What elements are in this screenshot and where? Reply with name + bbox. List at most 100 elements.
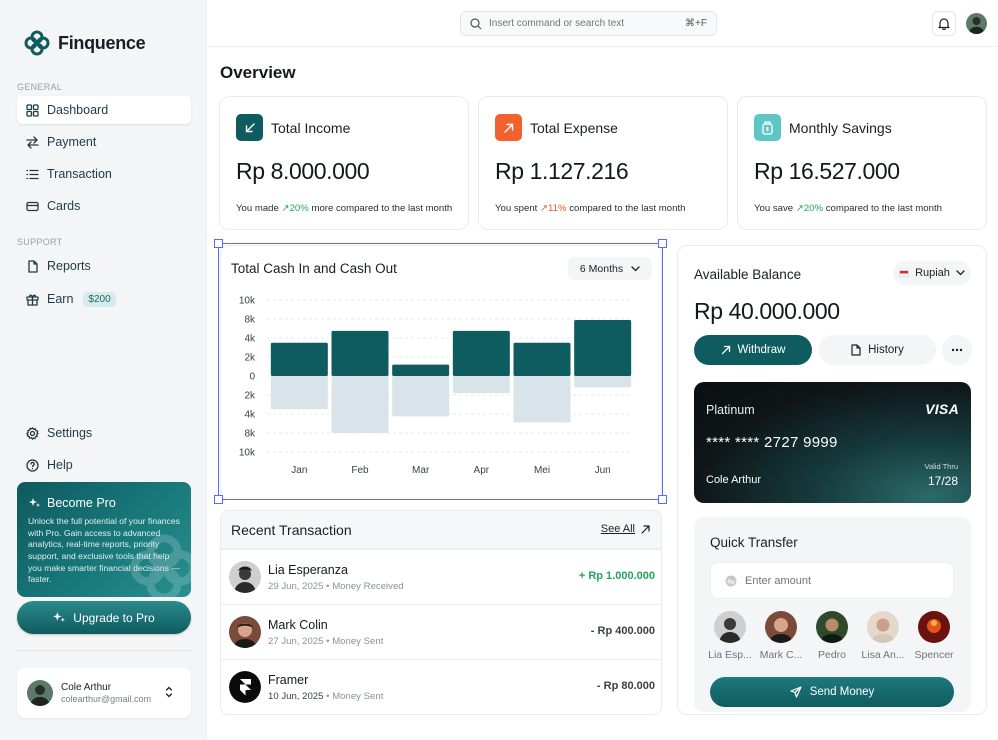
stat-card-total-expense: Total Expense Rp 1.127.216 You spent ↗11… xyxy=(478,96,728,230)
bar-cash-out xyxy=(392,376,450,417)
transaction-amount: - Rp 80.000 xyxy=(596,680,655,692)
trend-up-icon: ↗ xyxy=(795,203,804,214)
currency-select[interactable]: Rupiah xyxy=(893,261,971,285)
sidebar-item-cards[interactable]: Cards xyxy=(17,192,191,220)
avatar xyxy=(27,680,53,706)
recent-transactions-card: Recent Transaction See All Lia Esperanza… xyxy=(220,510,662,715)
chart-title: Total Cash In and Cash Out xyxy=(231,261,397,276)
sidebar-item-label: Reports xyxy=(47,259,91,273)
earn-badge: $200 xyxy=(83,291,116,307)
sidebar-item-payment[interactable]: Payment xyxy=(17,128,191,156)
transaction-amount: - Rp 400.000 xyxy=(590,625,655,637)
sidebar-item-settings[interactable]: Settings xyxy=(17,419,191,447)
y-tick-label: 0 xyxy=(249,372,255,383)
sidebar-item-help[interactable]: Help xyxy=(17,451,191,479)
sidebar-item-earn[interactable]: Earn $200 xyxy=(17,285,191,313)
trend-up-icon: ↗ xyxy=(540,203,549,214)
avatar xyxy=(765,611,797,643)
arrow-up-right-icon xyxy=(641,524,650,534)
contact-item[interactable]: Mark C... xyxy=(756,611,806,661)
period-select[interactable]: 6 Months xyxy=(568,257,652,280)
sidebar-item-label: Dashboard xyxy=(47,103,109,117)
avatar xyxy=(229,616,261,648)
command-search[interactable]: ⌘+F xyxy=(460,11,717,36)
sidebar-divider xyxy=(17,650,191,651)
table-row[interactable]: Framer 10 Jun, 2025 • Money Sent - Rp 80… xyxy=(221,659,661,714)
more-options-button[interactable] xyxy=(942,335,972,365)
avatar xyxy=(867,611,899,643)
stat-card-total-income: Total Income Rp 8.000.000 You made ↗20% … xyxy=(219,96,469,230)
bar-cash-out xyxy=(513,376,571,423)
card-holder: Cole Arthur xyxy=(706,474,762,486)
stat-change: 11% xyxy=(548,203,567,214)
balance-value: Rp 40.000.000 xyxy=(694,298,840,324)
sidebar-item-label: Help xyxy=(47,458,73,472)
card-tier: Platinum xyxy=(706,403,755,417)
chevron-up-down-icon xyxy=(165,686,173,698)
promo-decoration-icon xyxy=(130,534,191,597)
sidebar-item-dashboard[interactable]: Dashboard xyxy=(17,96,191,124)
contact-item[interactable]: Lisa An... xyxy=(858,611,908,661)
avatar xyxy=(816,611,848,643)
table-row[interactable]: Lia Esperanza 29 Jun, 2025 • Money Recei… xyxy=(221,549,661,604)
balance-label: Available Balance xyxy=(694,267,802,282)
gift-icon xyxy=(26,293,39,306)
arrow-down-left-icon xyxy=(245,122,255,132)
search-input[interactable] xyxy=(489,18,659,29)
pro-promo-card: Become Pro Unlock the full potential of … xyxy=(17,482,191,597)
y-tick-label: 4k xyxy=(244,334,256,345)
withdraw-button[interactable]: Withdraw xyxy=(694,335,812,365)
top-avatar[interactable] xyxy=(966,13,987,34)
user-profile-switcher[interactable]: Cole Arthur colearthur@gmail.com xyxy=(17,668,191,718)
contact-item[interactable]: Pedro xyxy=(807,611,857,661)
user-name: Cole Arthur xyxy=(61,682,112,693)
chevron-down-icon xyxy=(631,265,640,271)
logo[interactable]: Finquence xyxy=(24,30,146,56)
bar-cash-out xyxy=(452,376,510,394)
stat-card-monthly-savings: Monthly Savings Rp 16.527.000 You save ↗… xyxy=(737,96,987,230)
amount-field[interactable]: Rp xyxy=(710,562,954,599)
gear-icon xyxy=(26,426,39,440)
file-icon xyxy=(28,259,38,273)
x-tick-label: Mei xyxy=(534,465,550,476)
promo-title: Become Pro xyxy=(29,496,116,510)
send-money-button[interactable]: Send Money xyxy=(710,677,954,707)
quick-transfer-card: Quick Transfer Rp Lia Esp... Mark C... P… xyxy=(694,517,971,712)
chevron-down-icon xyxy=(956,270,965,276)
user-email: colearthur@gmail.com xyxy=(61,694,152,704)
see-all-link[interactable]: See All xyxy=(601,523,650,535)
sparkle-icon xyxy=(53,612,66,622)
sidebar-item-transaction[interactable]: Transaction xyxy=(17,160,191,188)
stat-change: 20% xyxy=(289,203,309,214)
framer-logo-icon xyxy=(229,671,261,703)
amount-input[interactable] xyxy=(745,574,935,587)
savings-jar-icon xyxy=(762,120,773,135)
sidebar-item-reports[interactable]: Reports xyxy=(17,252,191,280)
card-number: **** **** 2727 9999 xyxy=(706,434,838,451)
contact-item[interactable]: Lia Esp... xyxy=(705,611,755,661)
bell-icon xyxy=(938,18,950,30)
table-row[interactable]: Mark Colin 27 Jun, 2025 • Money Sent - R… xyxy=(221,604,661,659)
arrows-swap-icon xyxy=(26,135,39,149)
history-button[interactable]: History xyxy=(819,335,936,365)
sidebar-item-label: Transaction xyxy=(47,167,112,181)
x-tick-label: Jan xyxy=(291,465,307,476)
avatar xyxy=(714,611,746,643)
page-title: Overview xyxy=(220,63,296,82)
sidebar: Finquence GENERAL Dashboard Payment Tran… xyxy=(0,0,207,740)
bar-cash-in xyxy=(331,330,389,376)
bar-cash-in xyxy=(574,319,632,376)
upgrade-to-pro-button[interactable]: Upgrade to Pro xyxy=(17,601,191,634)
notifications-button[interactable] xyxy=(932,11,956,36)
contact-item[interactable]: Spencer xyxy=(909,611,959,661)
cash-flow-chart-card: Total Cash In and Cash Out 6 Months 10k 8… xyxy=(220,245,662,500)
arrow-up-right-icon xyxy=(721,345,730,355)
stat-title: Total Expense xyxy=(530,120,618,136)
search-icon xyxy=(470,17,482,29)
bank-card[interactable]: Platinum VISA **** **** 2727 9999 Cole A… xyxy=(694,382,971,503)
card-icon xyxy=(26,201,39,211)
bar-cash-in xyxy=(452,330,510,376)
balance-panel: Available Balance Rupiah Rp 40.000.000 W… xyxy=(677,245,987,715)
stat-title: Monthly Savings xyxy=(789,120,892,136)
stat-value: Rp 1.127.216 xyxy=(495,158,629,184)
